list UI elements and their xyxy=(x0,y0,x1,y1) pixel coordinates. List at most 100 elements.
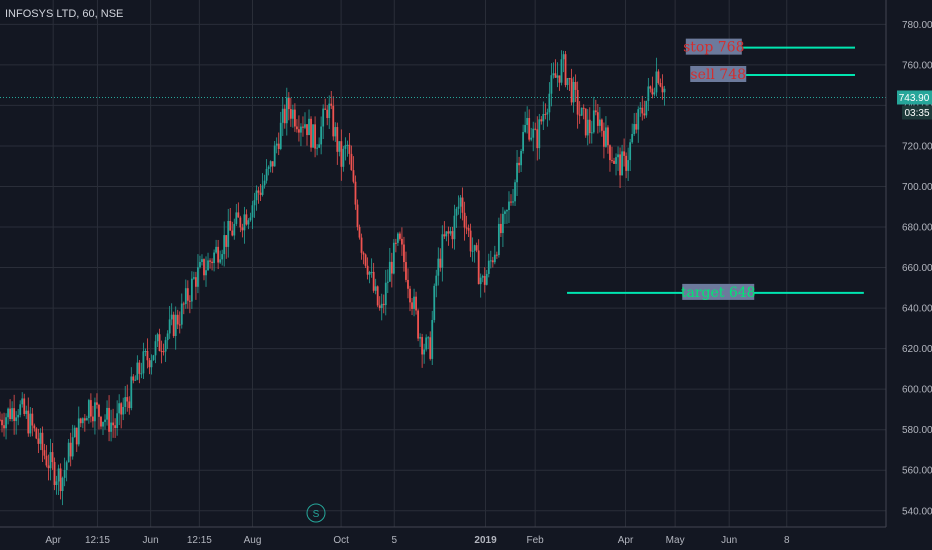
candle-body xyxy=(140,373,143,375)
session-marker[interactable]: S xyxy=(306,503,326,523)
candle-body xyxy=(607,127,609,146)
candle-body xyxy=(344,145,347,149)
candle-body xyxy=(368,272,371,275)
y-tick-label: 720.00 xyxy=(902,141,932,152)
annotation-box[interactable] xyxy=(690,65,747,82)
annotation-sell[interactable]: sell 748 xyxy=(690,65,855,83)
candle-body xyxy=(1,419,3,426)
candle-body xyxy=(112,422,115,426)
candle-body xyxy=(475,245,478,251)
candle-body xyxy=(261,185,264,195)
candle-body xyxy=(118,403,121,414)
candle-body xyxy=(148,360,151,368)
candle-body xyxy=(542,114,545,122)
candle-body xyxy=(489,260,492,262)
session-marker-circle[interactable] xyxy=(306,503,326,523)
candle-body xyxy=(566,78,569,86)
candle-body xyxy=(136,362,139,380)
candle-body xyxy=(298,129,300,133)
candle-body xyxy=(465,227,468,229)
candle-body xyxy=(306,124,308,136)
x-tick-label: 2019 xyxy=(474,535,497,546)
candle-body xyxy=(613,160,615,164)
candle-body xyxy=(518,162,520,166)
candle-body xyxy=(544,114,547,116)
candle-body xyxy=(530,137,533,140)
candle-body xyxy=(603,130,605,147)
candle-body xyxy=(433,285,436,320)
candle-body xyxy=(17,414,20,418)
candle-body xyxy=(532,128,535,138)
candle-body xyxy=(51,452,54,463)
candle-body xyxy=(283,108,286,124)
candle-body xyxy=(39,432,42,444)
candle-body xyxy=(89,400,92,417)
candle-body xyxy=(564,54,567,86)
candle-body xyxy=(584,108,587,136)
candle-body xyxy=(370,271,373,273)
candle-body xyxy=(512,201,514,203)
candle-body xyxy=(572,81,575,103)
y-tick-label: 560.00 xyxy=(902,466,932,477)
candle-body xyxy=(380,303,383,308)
countdown-value: 03:35 xyxy=(904,108,929,119)
candle-body xyxy=(473,245,476,251)
candle-body xyxy=(92,416,94,422)
candle-body xyxy=(439,258,442,268)
candle-body xyxy=(362,252,365,255)
candle-body xyxy=(203,259,205,276)
annotation-stop[interactable]: stop 768 xyxy=(683,38,855,56)
candle-body xyxy=(600,119,603,131)
candle-body xyxy=(399,233,401,239)
candle-body xyxy=(259,192,262,195)
candle-body xyxy=(635,124,638,130)
candle-body xyxy=(15,417,18,422)
candle-body xyxy=(546,112,549,115)
candle-body xyxy=(568,78,571,80)
candle-body xyxy=(441,234,444,268)
candle-body xyxy=(396,233,399,243)
candle-body xyxy=(188,300,191,302)
candle-body xyxy=(495,254,498,256)
candle-body xyxy=(176,314,179,325)
candle-body xyxy=(409,288,411,303)
candle-body xyxy=(312,124,314,148)
y-tick-label: 540.00 xyxy=(902,506,932,517)
candle-body xyxy=(296,126,298,130)
annotation-box[interactable] xyxy=(685,38,742,55)
candle-body xyxy=(415,296,417,311)
candle-body xyxy=(318,144,321,148)
candle-body xyxy=(526,118,529,125)
candle-body xyxy=(172,314,175,336)
candle-body xyxy=(469,230,472,252)
candle-body xyxy=(388,261,391,282)
candle-body xyxy=(215,246,218,253)
candle-body xyxy=(346,144,349,146)
candle-body xyxy=(132,376,135,381)
candle-body xyxy=(178,324,181,326)
candle-body xyxy=(219,259,222,263)
candle-body xyxy=(75,427,78,445)
candle-body xyxy=(562,54,565,60)
annotation-target[interactable]: target 648 xyxy=(567,283,864,301)
annotation-box[interactable] xyxy=(682,283,755,300)
candle-body xyxy=(487,260,490,274)
candle-body xyxy=(13,408,16,422)
candle-body xyxy=(170,314,173,320)
candle-body xyxy=(273,145,276,167)
candle-body xyxy=(108,407,110,432)
candle-body xyxy=(67,442,70,463)
candle-body xyxy=(104,419,106,422)
candle-body xyxy=(239,217,242,228)
candle-body xyxy=(621,151,623,176)
candle-body xyxy=(37,438,40,444)
y-tick-label: 760.00 xyxy=(902,60,932,71)
candle-body xyxy=(641,107,644,114)
candle-body xyxy=(83,418,86,421)
annotations-layer[interactable]: stop 768 sell 748 target 648 xyxy=(567,38,864,301)
candle-body xyxy=(166,333,169,341)
candle-body xyxy=(348,144,351,154)
candle-body xyxy=(576,89,579,115)
